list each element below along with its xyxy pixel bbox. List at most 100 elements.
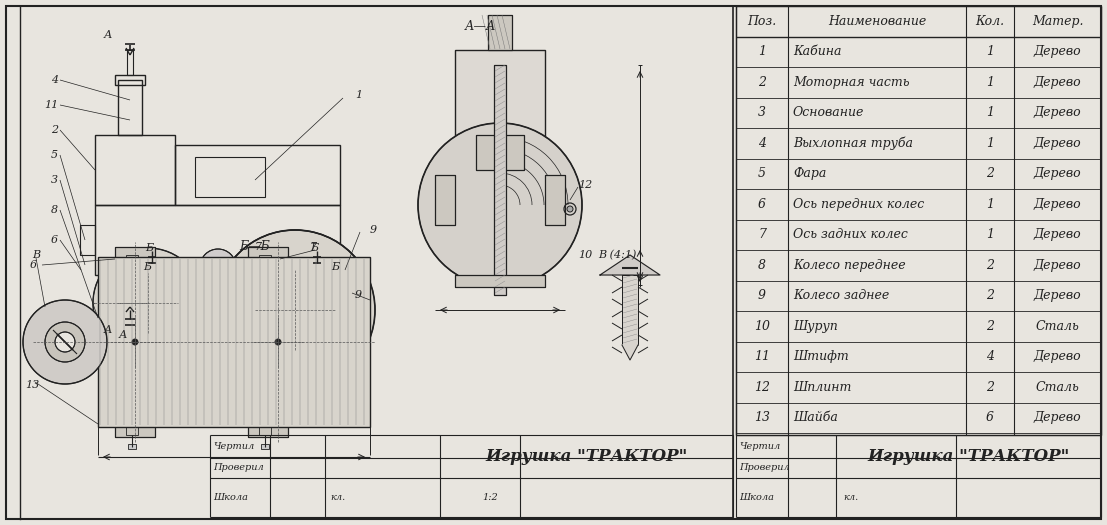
Text: 6: 6	[30, 260, 38, 270]
Bar	[95, 205, 340, 275]
Text: А: А	[104, 325, 112, 335]
Text: Дерево: Дерево	[1034, 76, 1082, 89]
Text: 7: 7	[255, 242, 262, 252]
Text: А—А: А—А	[464, 20, 496, 34]
Text: 5: 5	[758, 167, 766, 180]
Polygon shape	[622, 345, 638, 360]
Circle shape	[215, 264, 221, 270]
Text: Игрушка "ТРАКТОР": Игрушка "ТРАКТОР"	[485, 448, 687, 465]
Bar	[248, 419, 288, 437]
Text: 2: 2	[758, 76, 766, 89]
Text: Проверил: Проверил	[213, 464, 263, 472]
Text: Шайба: Шайба	[793, 411, 838, 424]
Text: 1: 1	[758, 45, 766, 58]
Text: 13: 13	[25, 380, 39, 390]
Text: 4: 4	[758, 136, 766, 150]
Text: Шуруп: Шуруп	[793, 320, 838, 333]
Bar	[261, 444, 269, 449]
Text: Б—Б: Б—Б	[239, 240, 270, 254]
Text: 9: 9	[758, 289, 766, 302]
Bar	[494, 65, 506, 295]
Text: 2: 2	[986, 381, 994, 394]
Text: 7: 7	[310, 242, 317, 252]
Bar	[435, 175, 455, 225]
Text: 3: 3	[758, 106, 766, 119]
Text: 7: 7	[758, 228, 766, 242]
Text: 3: 3	[51, 175, 58, 185]
Text: 9: 9	[355, 290, 362, 300]
Bar	[115, 247, 155, 265]
Bar	[476, 135, 524, 170]
Text: Дерево: Дерево	[1034, 136, 1082, 150]
Text: Игрушка "ТРАКТОР": Игрушка "ТРАКТОР"	[868, 448, 1069, 465]
Text: Дерево: Дерево	[1034, 198, 1082, 211]
Text: В: В	[32, 250, 40, 260]
Text: Б: Б	[331, 262, 339, 272]
Text: 6: 6	[758, 198, 766, 211]
Text: А: А	[118, 330, 127, 340]
Circle shape	[275, 290, 315, 330]
Text: 2: 2	[986, 289, 994, 302]
Bar	[115, 247, 155, 265]
Text: 2: 2	[51, 125, 58, 135]
Text: 1: 1	[355, 90, 362, 100]
Circle shape	[55, 332, 75, 352]
Bar	[95, 135, 175, 205]
Bar	[115, 419, 155, 437]
Text: А: А	[104, 30, 112, 40]
Bar	[126, 255, 138, 263]
Bar	[118, 80, 142, 135]
Text: Ось задних колес: Ось задних колес	[793, 228, 908, 242]
Text: Выхлопная труба: Выхлопная труба	[793, 136, 913, 150]
Text: Чертил: Чертил	[739, 442, 780, 451]
Circle shape	[287, 302, 303, 318]
Circle shape	[93, 248, 203, 358]
Text: 1:2: 1:2	[483, 493, 498, 502]
Circle shape	[200, 249, 236, 285]
Text: Колесо переднее: Колесо переднее	[793, 259, 906, 272]
Bar	[248, 419, 288, 437]
Text: Сталь: Сталь	[1036, 320, 1079, 333]
Polygon shape	[600, 255, 660, 275]
Circle shape	[567, 206, 573, 212]
Circle shape	[146, 299, 154, 307]
Text: Дерево: Дерево	[1034, 106, 1082, 119]
Circle shape	[210, 259, 226, 275]
Text: Школа: Школа	[739, 493, 774, 502]
Text: В (4:1): В (4:1)	[598, 250, 637, 260]
Text: 13: 13	[754, 411, 770, 424]
Text: 4: 4	[51, 75, 58, 85]
Text: Шплинт: Шплинт	[793, 381, 851, 394]
Text: Основание: Основание	[793, 106, 865, 119]
Circle shape	[418, 123, 582, 287]
Text: 11: 11	[44, 100, 58, 110]
Circle shape	[215, 230, 375, 390]
Bar	[248, 247, 288, 265]
Bar	[126, 427, 138, 435]
Bar	[488, 15, 513, 50]
Text: 8: 8	[758, 259, 766, 272]
Text: 2: 2	[986, 259, 994, 272]
Text: Дерево: Дерево	[1034, 350, 1082, 363]
Text: Б: Б	[310, 243, 318, 253]
Text: 6: 6	[986, 411, 994, 424]
Bar	[545, 175, 565, 225]
Bar	[545, 175, 565, 225]
Text: 1: 1	[986, 136, 994, 150]
Bar	[494, 65, 506, 295]
Text: 11: 11	[754, 350, 770, 363]
Text: 5: 5	[51, 150, 58, 160]
Text: 12: 12	[578, 180, 592, 190]
Text: 4: 4	[986, 350, 994, 363]
Text: Б: Б	[145, 243, 153, 253]
Bar	[455, 50, 545, 150]
Bar	[259, 427, 271, 435]
Text: 6: 6	[51, 235, 58, 245]
Text: 8: 8	[51, 205, 58, 215]
Text: Школа: Школа	[213, 493, 248, 502]
Bar	[736, 6, 1101, 435]
Text: Б: Б	[143, 262, 151, 272]
Bar	[622, 275, 638, 345]
Text: Колесо заднее: Колесо заднее	[793, 289, 889, 302]
Bar	[476, 135, 524, 170]
